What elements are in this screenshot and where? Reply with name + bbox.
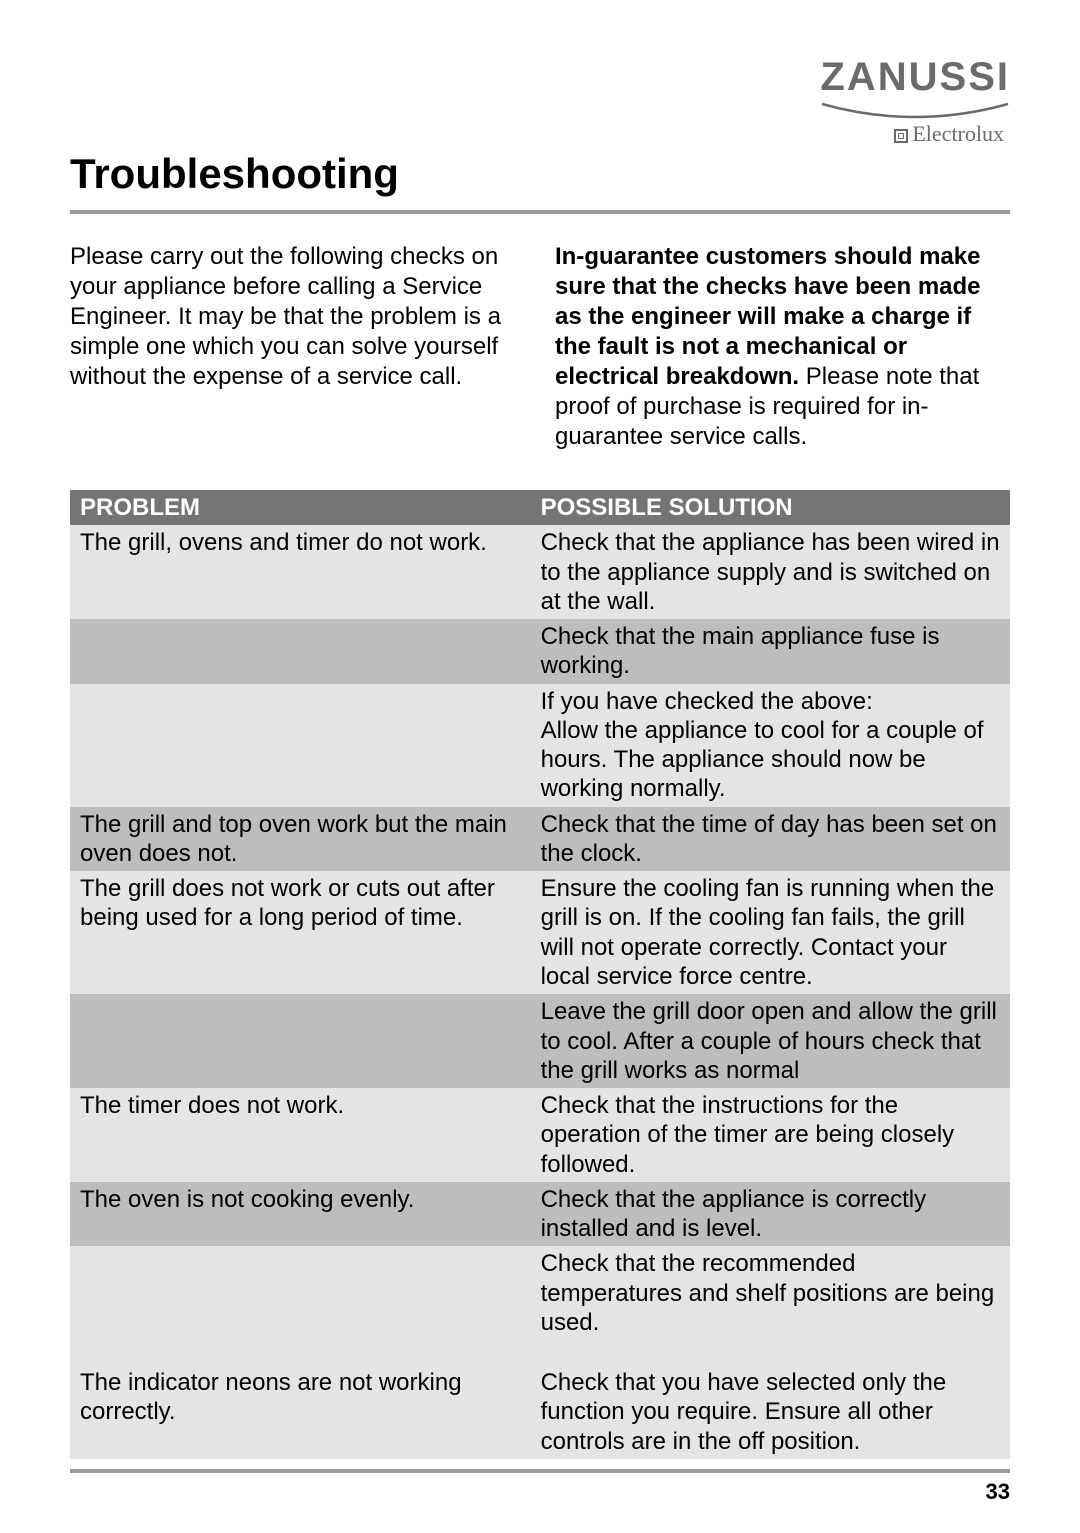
cell-solution: Check that the appliance has been wired … [531,525,1010,619]
table-row: If you have checked the above: Allow the… [70,684,1010,807]
brand-main-text: ZANUSSI [820,55,1010,100]
cell-problem: The timer does not work. [70,1088,531,1182]
cell-solution: Check that the main appliance fuse is wo… [531,619,1010,684]
footer-divider [70,1469,1010,1473]
table-row: The grill does not work or cuts out afte… [70,871,1010,994]
table-row: Leave the grill door open and allow the … [70,994,1010,1088]
cell-solution: Check that the time of day has been set … [531,807,1010,872]
table-row: Check that the main appliance fuse is wo… [70,619,1010,684]
cell-problem [70,684,531,807]
cell-problem [70,619,531,684]
table-header-row: PROBLEM POSSIBLE SOLUTION [70,490,1010,525]
cell-solution: Check that you have selected only the fu… [531,1365,1010,1459]
brand-logo: ZANUSSI Electrolux [820,55,1010,147]
table-row: The grill, ovens and timer do not work.C… [70,525,1010,619]
header-solution: POSSIBLE SOLUTION [531,490,1010,525]
cell-solution: Check that the recommended temperatures … [531,1246,1010,1365]
page-number: 33 [986,1479,1010,1505]
cell-problem: The grill does not work or cuts out afte… [70,871,531,994]
cell-solution: Leave the grill door open and allow the … [531,994,1010,1088]
cell-problem: The indicator neons are not working corr… [70,1365,531,1459]
intro-left: Please carry out the following checks on… [70,242,525,452]
cell-solution: Ensure the cooling fan is running when t… [531,871,1010,994]
cell-problem: The oven is not cooking evenly. [70,1182,531,1247]
table-row: The grill and top oven work but the main… [70,807,1010,872]
troubleshooting-table: PROBLEM POSSIBLE SOLUTION The grill, ove… [70,490,1010,1459]
cell-problem [70,994,531,1088]
intro-block: Please carry out the following checks on… [70,242,1010,452]
brand-sub-text: Electrolux [820,121,1010,147]
table-body: The grill, ovens and timer do not work.C… [70,525,1010,1459]
cell-solution: Check that the instructions for the oper… [531,1088,1010,1182]
electrolux-icon [894,129,908,143]
cell-problem [70,1246,531,1365]
header-problem: PROBLEM [70,490,531,525]
cell-problem: The grill, ovens and timer do not work. [70,525,531,619]
brand-sub-label: Electrolux [912,121,1004,146]
title-divider [70,210,1010,214]
table-row: The oven is not cooking evenly.Check tha… [70,1182,1010,1247]
brand-arc-icon [820,102,1010,120]
table-row: The indicator neons are not working corr… [70,1365,1010,1459]
cell-solution: If you have checked the above: Allow the… [531,684,1010,807]
page-container: ZANUSSI Electrolux Troubleshooting Pleas… [0,0,1080,1533]
intro-right: In-guarantee customers should make sure … [555,242,1010,452]
table-row: The timer does not work.Check that the i… [70,1088,1010,1182]
cell-problem: The grill and top oven work but the main… [70,807,531,872]
page-title: Troubleshooting [70,150,1010,198]
table-row: Check that the recommended temperatures … [70,1246,1010,1365]
cell-solution: Check that the appliance is correctly in… [531,1182,1010,1247]
